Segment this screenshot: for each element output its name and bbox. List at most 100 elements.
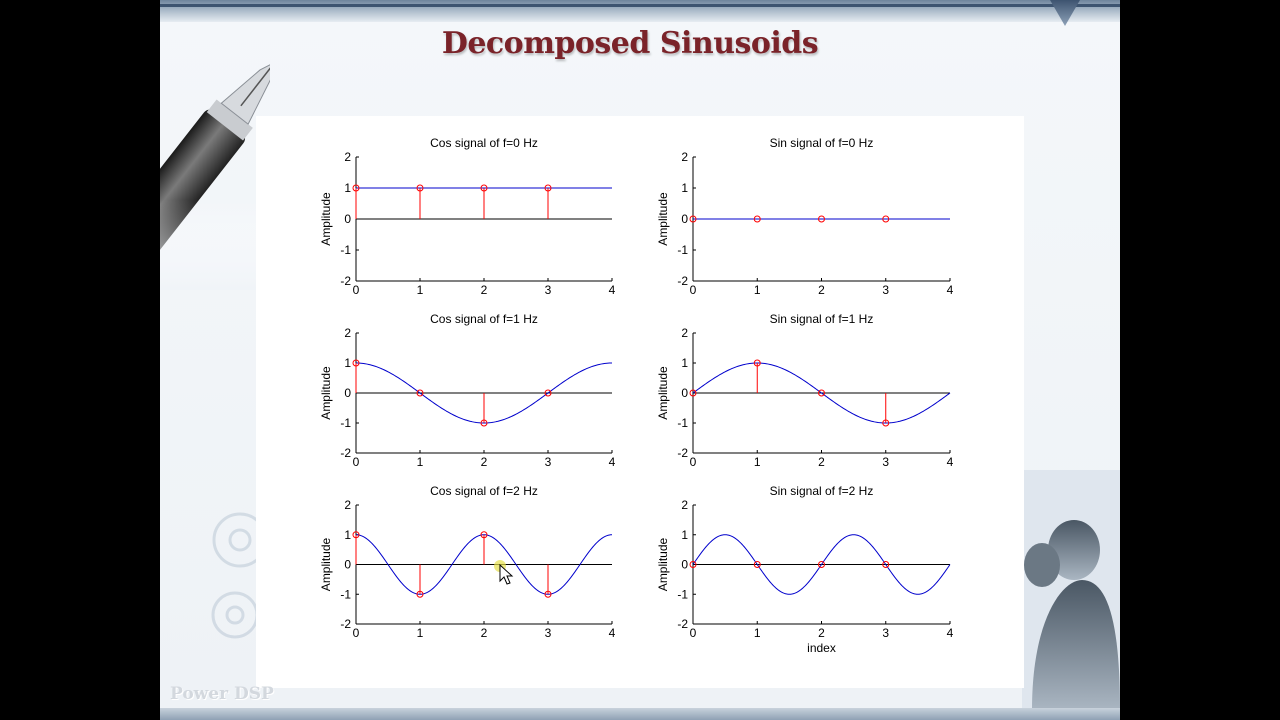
y-tick-label: 2 bbox=[681, 498, 688, 512]
subplot-1: 0 1 2 3 4 -2 -1 0 1 2 Cos signal of f=0 Hz Amplitud… bbox=[319, 136, 616, 297]
y-axis-label: Amplitude bbox=[656, 538, 670, 592]
x-tick-label: 3 bbox=[882, 283, 889, 297]
y-tick-label: 2 bbox=[344, 498, 351, 512]
sample-point bbox=[882, 419, 890, 427]
cursor-arrow bbox=[499, 563, 514, 585]
y-tick-label: -1 bbox=[677, 243, 688, 257]
sample-point bbox=[416, 389, 424, 397]
y-tick-label: -2 bbox=[677, 446, 688, 460]
subplot-4: 0 1 2 3 4 -2 -1 0 1 2 Sin signal of f=1 Hz Amplitud… bbox=[656, 312, 954, 469]
x-tick-label: 4 bbox=[609, 626, 616, 640]
x-tick-label: 0 bbox=[690, 283, 697, 297]
subplot-3: 0 1 2 3 4 -2 -1 0 1 2 Cos signal of f=1 Hz Amplitud… bbox=[319, 312, 616, 469]
sample-point bbox=[352, 359, 360, 367]
y-tick-label: 2 bbox=[344, 150, 351, 164]
y-tick-label: -1 bbox=[340, 416, 351, 430]
slide-top-rule bbox=[160, 4, 1120, 7]
x-tick-label: 1 bbox=[417, 455, 424, 469]
sample-point bbox=[416, 590, 424, 598]
sample-point bbox=[753, 561, 761, 568]
y-tick-label: 0 bbox=[344, 386, 351, 400]
subplot-title: Cos signal of f=0 Hz bbox=[430, 136, 538, 150]
x-tick-label: 3 bbox=[882, 626, 889, 640]
sample-point bbox=[352, 184, 360, 192]
sample-point bbox=[818, 215, 825, 223]
y-axis-label: Amplitude bbox=[656, 366, 670, 420]
fountain-pen-icon bbox=[160, 61, 270, 290]
signal-curve bbox=[692, 362, 951, 424]
x-axis-label: index bbox=[807, 641, 836, 655]
x-tick-label: 2 bbox=[818, 626, 825, 640]
sample-point bbox=[689, 561, 697, 568]
x-tick-label: 3 bbox=[545, 455, 552, 469]
subplot-6: 0 1 2 3 4 -2 -1 0 1 2 Sin signal of f=2 Hz Amplitud… bbox=[656, 484, 954, 655]
subplot-5: 0 1 2 3 4 -2 -1 0 1 2 Cos signal of f=2 Hz Amplitud… bbox=[319, 484, 616, 640]
x-tick-label: 0 bbox=[690, 455, 697, 469]
x-tick-label: 1 bbox=[417, 626, 424, 640]
subplot-title: Sin signal of f=0 Hz bbox=[770, 136, 874, 150]
x-tick-label: 3 bbox=[545, 283, 552, 297]
sample-point bbox=[753, 359, 761, 367]
y-tick-label: 1 bbox=[681, 181, 688, 195]
sample-point bbox=[689, 215, 697, 223]
x-tick-label: 4 bbox=[609, 455, 616, 469]
y-tick-label: -1 bbox=[677, 416, 688, 430]
y-tick-label: 1 bbox=[681, 528, 688, 542]
sample-point bbox=[480, 419, 488, 427]
y-axis-label: Amplitude bbox=[656, 192, 670, 246]
sample-point bbox=[882, 561, 890, 568]
x-tick-label: 1 bbox=[754, 455, 761, 469]
sample-point bbox=[416, 184, 424, 192]
sample-point bbox=[689, 389, 697, 397]
x-tick-label: 4 bbox=[609, 283, 616, 297]
y-axis-label: Amplitude bbox=[319, 538, 333, 592]
sample-point bbox=[753, 215, 761, 223]
y-tick-label: -2 bbox=[677, 617, 688, 631]
sample-point bbox=[544, 590, 552, 598]
sample-point bbox=[818, 561, 825, 568]
subplot-figure: 0 1 2 3 4 -2 -1 0 1 2 Cos signal of f=0 Hz Amplitud… bbox=[256, 116, 1024, 688]
sample-point bbox=[480, 531, 488, 539]
x-tick-label: 2 bbox=[818, 283, 825, 297]
subplot-title: Cos signal of f=2 Hz bbox=[430, 484, 538, 498]
subplot-title: Sin signal of f=2 Hz bbox=[770, 484, 874, 498]
x-tick-label: 1 bbox=[754, 283, 761, 297]
y-tick-label: -2 bbox=[340, 617, 351, 631]
x-tick-label: 1 bbox=[754, 626, 761, 640]
sample-point bbox=[544, 389, 552, 397]
sample-point bbox=[352, 531, 360, 539]
y-axis-label: Amplitude bbox=[319, 366, 333, 420]
x-tick-label: 0 bbox=[353, 455, 360, 469]
y-tick-label: 0 bbox=[681, 558, 688, 572]
x-tick-label: 0 bbox=[353, 626, 360, 640]
y-tick-label: 1 bbox=[344, 528, 351, 542]
x-tick-label: 4 bbox=[947, 626, 954, 640]
x-tick-label: 1 bbox=[417, 283, 424, 297]
mouse-cursor-icon bbox=[494, 560, 514, 585]
x-tick-label: 0 bbox=[690, 626, 697, 640]
slide-title: Decomposed Sinusoids bbox=[441, 26, 819, 61]
sample-point bbox=[544, 184, 552, 192]
x-tick-label: 2 bbox=[818, 455, 825, 469]
y-tick-label: -2 bbox=[677, 274, 688, 288]
y-tick-label: 1 bbox=[344, 181, 351, 195]
y-tick-label: -1 bbox=[340, 243, 351, 257]
subplot-title: Sin signal of f=1 Hz bbox=[770, 312, 874, 326]
y-tick-label: -1 bbox=[677, 587, 688, 601]
y-tick-label: 2 bbox=[681, 326, 688, 340]
sample-point bbox=[882, 215, 890, 223]
x-tick-label: 2 bbox=[481, 455, 488, 469]
y-tick-label: 0 bbox=[344, 558, 351, 572]
x-tick-label: 4 bbox=[947, 455, 954, 469]
y-tick-label: 0 bbox=[681, 386, 688, 400]
subplot-title: Cos signal of f=1 Hz bbox=[430, 312, 538, 326]
sample-point bbox=[480, 184, 488, 192]
x-tick-label: 4 bbox=[947, 283, 954, 297]
y-tick-label: -2 bbox=[340, 446, 351, 460]
x-tick-label: 2 bbox=[481, 626, 488, 640]
y-tick-label: 2 bbox=[681, 150, 688, 164]
sample-point bbox=[818, 389, 825, 397]
slide: Decomposed Sinusoids 0 1 2 3 4 -2 -1 0 1 2 Cos sig… bbox=[160, 0, 1120, 720]
y-tick-label: 1 bbox=[344, 356, 351, 370]
x-tick-label: 2 bbox=[481, 283, 488, 297]
